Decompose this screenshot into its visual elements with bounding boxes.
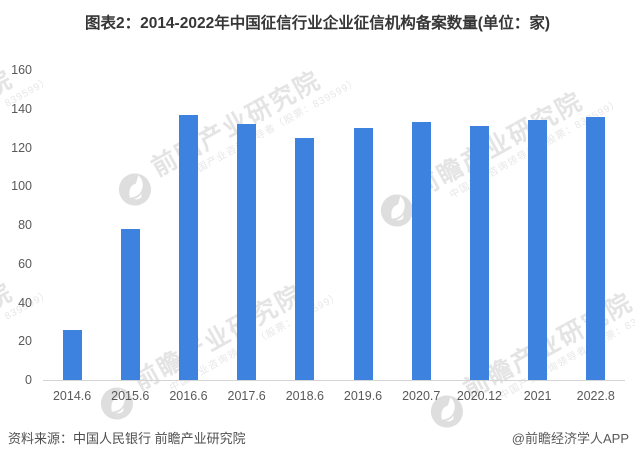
credit-note: @前瞻经济学人APP (511, 431, 629, 446)
chart-title: 图表2：2014-2022年中国征信行业企业征信机构备案数量(单位：家) (84, 15, 551, 32)
plot-area (43, 70, 625, 380)
x-axis-label: 2016.6 (169, 389, 208, 403)
y-axis: 160 140 120 100 80 60 40 20 0 (0, 0, 32, 458)
x-axis-label: 2020.12 (456, 389, 502, 403)
x-axis-label: 2018.6 (285, 389, 324, 403)
bar (62, 329, 82, 380)
y-axis-label: 80 (18, 218, 32, 232)
y-axis-label: 160 (11, 63, 32, 77)
bar (586, 116, 606, 380)
y-axis-label: 140 (11, 101, 32, 116)
footer: 资料来源：中国人民银行 前瞻产业研究院 @前瞻经济学人APP (0, 428, 635, 446)
bar (237, 124, 257, 380)
x-axis-labels: 2014.6 2015.6 2016.6 2017.6 2018.6 2019.6 2020… (43, 389, 625, 404)
x-axis-label: 2020.7 (402, 389, 441, 403)
y-axis-label: 20 (18, 334, 32, 349)
bar (469, 126, 489, 380)
bar (353, 128, 373, 380)
bar (120, 228, 140, 380)
y-axis-label: 120 (11, 140, 32, 155)
bar (411, 122, 431, 380)
y-axis-label: 60 (18, 256, 32, 271)
x-axis-label: 2015.6 (111, 389, 150, 403)
y-axis-label: 100 (11, 179, 32, 194)
bar (295, 137, 315, 380)
bar (178, 114, 198, 380)
source-note: 资料来源：中国人民银行 前瞻产业研究院 (8, 431, 246, 446)
bar (528, 120, 548, 380)
x-axis-label: 2021 (523, 389, 552, 403)
x-axis-label: 2014.6 (52, 389, 92, 403)
x-axis-label: 2017.6 (227, 389, 266, 403)
x-axis-line (43, 380, 625, 381)
y-axis-label: 0 (25, 373, 32, 387)
x-axis-label: 2022.8 (576, 389, 615, 403)
x-axis-label: 2019.6 (343, 389, 383, 403)
y-axis-label: 40 (18, 295, 32, 310)
